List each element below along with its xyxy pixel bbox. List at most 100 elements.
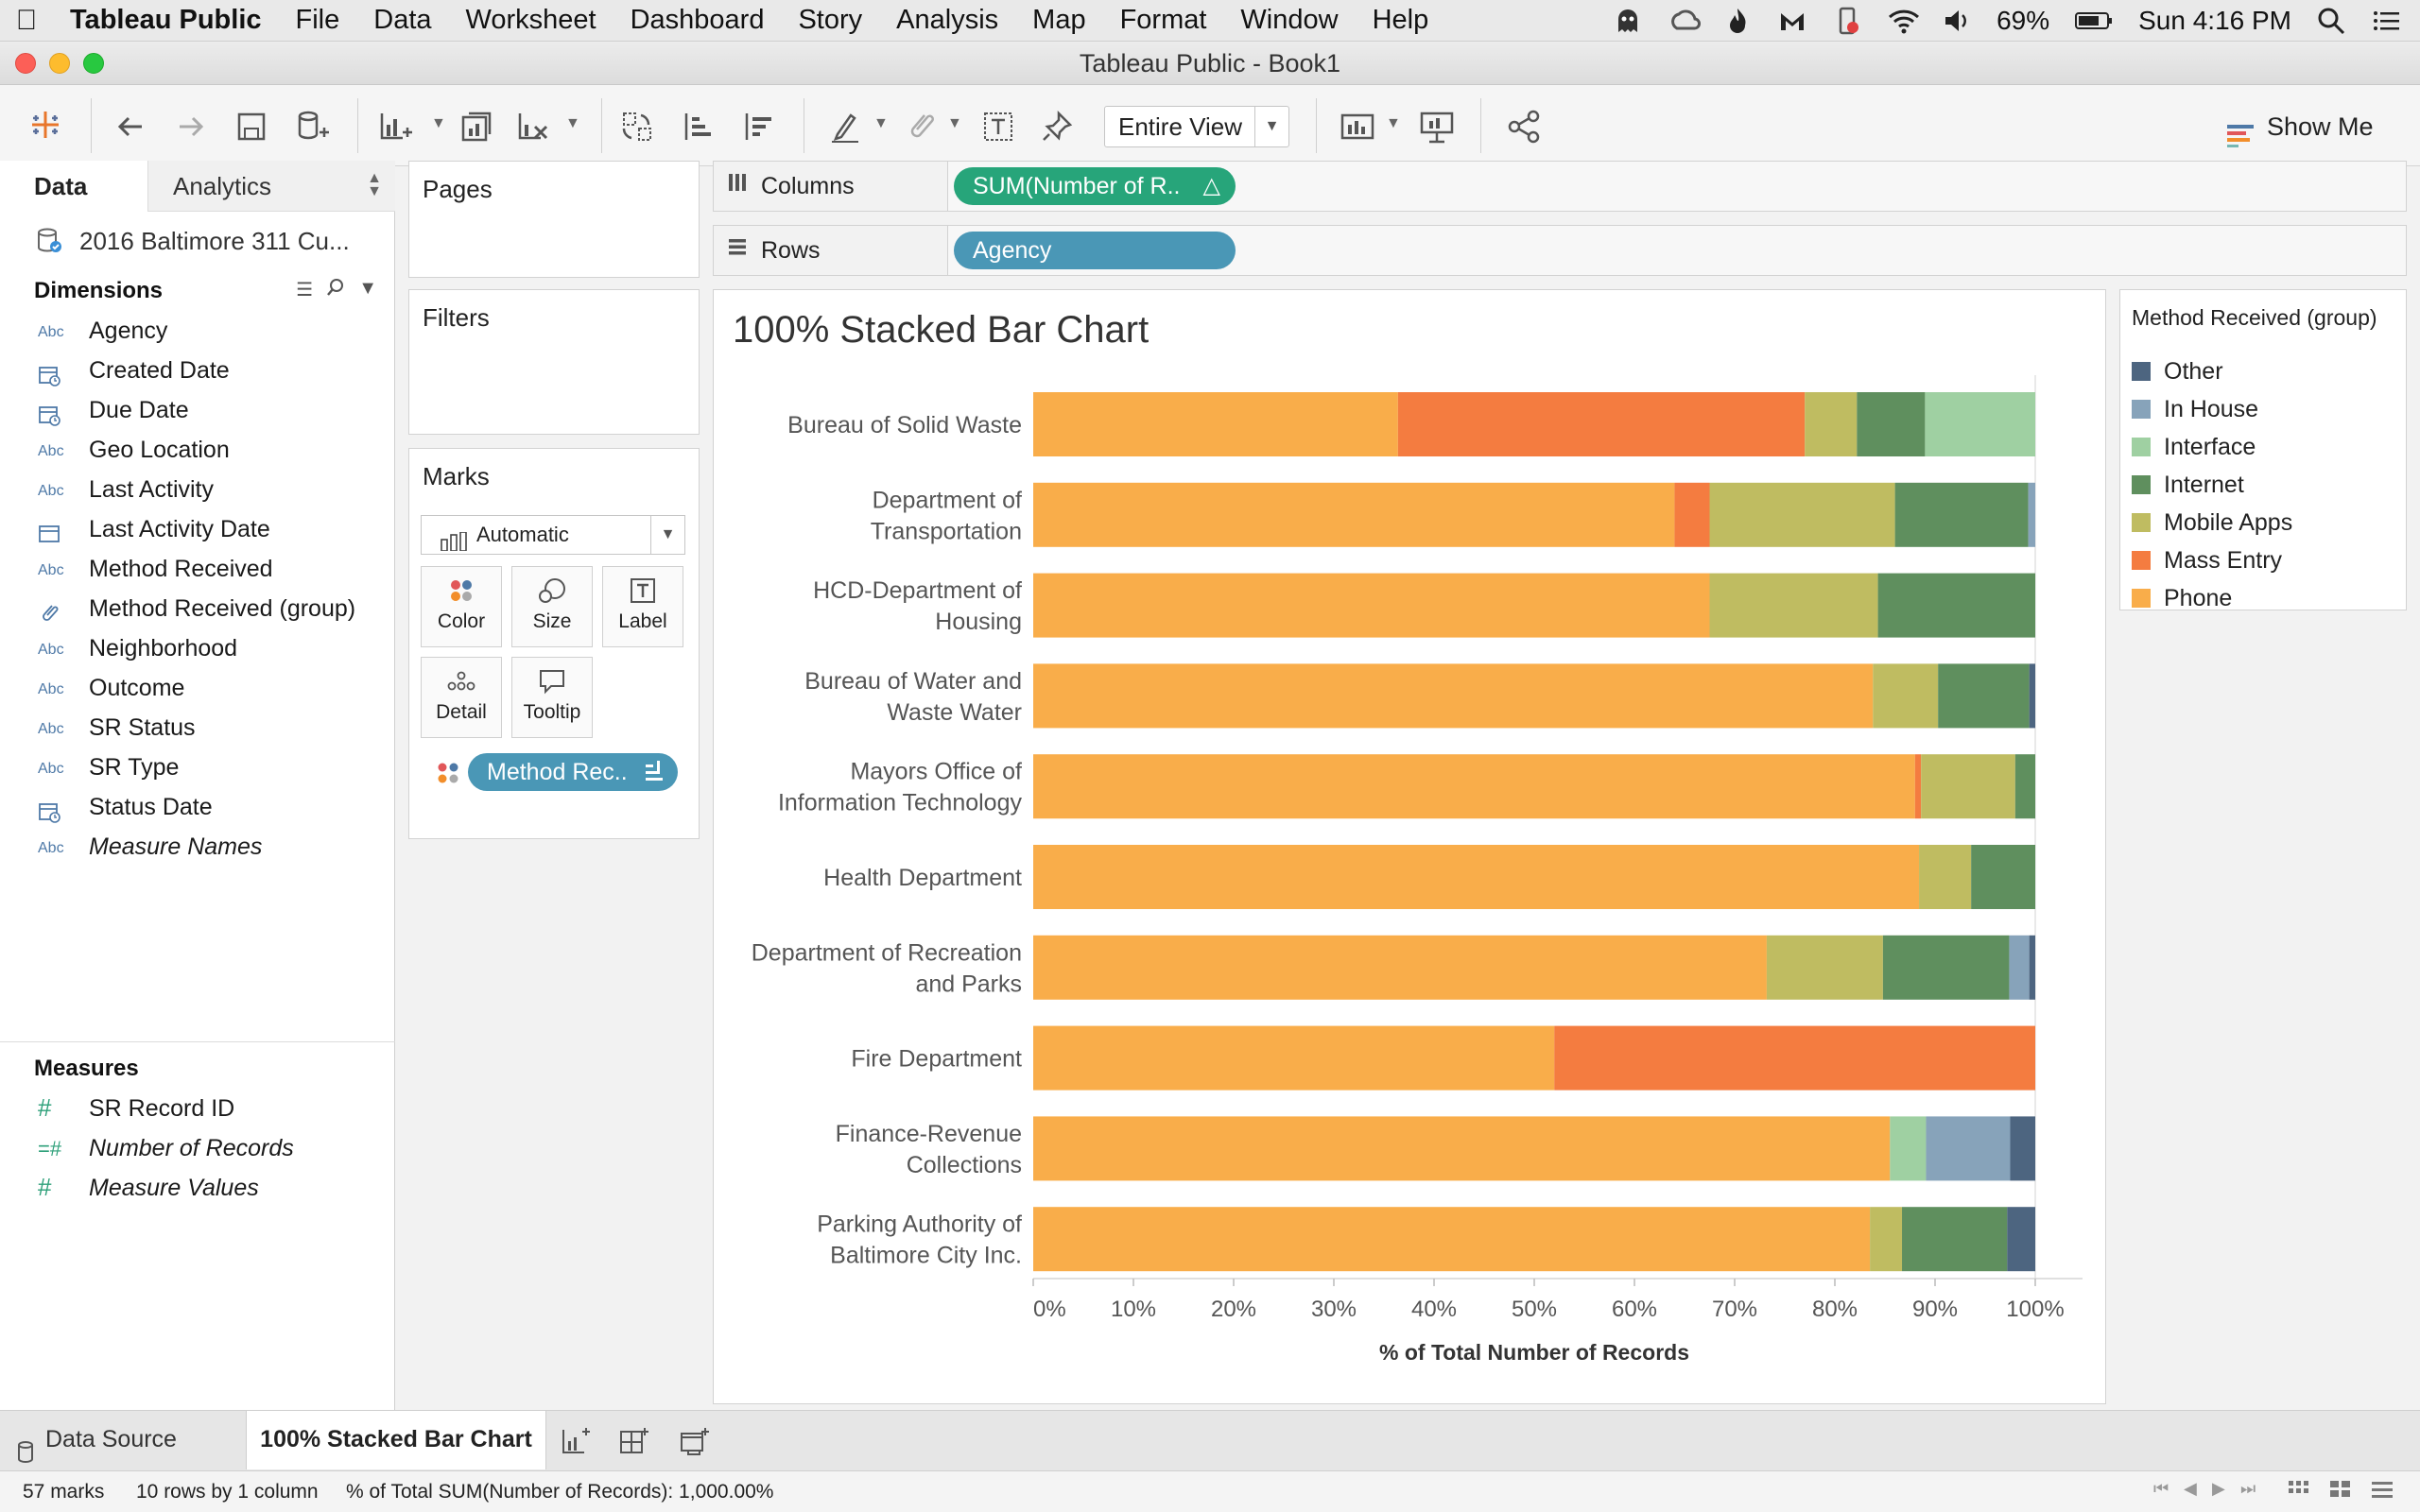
tab-analytics[interactable]: Analytics ▲ ▼ [147,161,395,212]
menu-data[interactable]: Data [373,5,432,35]
previous-sheet-icon[interactable]: ◀ [2184,1479,2197,1498]
method-received-color-pill[interactable]: Method Rec.. [468,753,678,791]
fit-mode-dropdown[interactable]: Entire View ▼ [1104,106,1289,147]
malwarebytes-icon[interactable] [1777,6,1807,36]
dimension-agency[interactable]: Abc Agency [0,312,394,352]
chart-view[interactable]: Bureau of Solid Waste Department of Transp… [713,289,2106,1404]
menu-file[interactable]: File [295,5,340,35]
tableau-logo-icon[interactable] [25,106,66,147]
show-cards-caret-icon[interactable]: ▼ [1386,115,1401,131]
columns-shelf[interactable]: Columns SUM(Number of R.. △ [713,161,2407,212]
next-sheet-icon[interactable]: ▶ [2212,1479,2225,1498]
new-worksheet-tab-icon[interactable] [560,1426,592,1456]
chevron-down-icon[interactable]: ▼ [358,278,377,299]
dimension-sr-type[interactable]: Abc SR Type [0,748,394,788]
legend-item-phone[interactable]: Phone [2132,579,2232,617]
wifi-icon[interactable] [1887,6,1920,36]
tabs-view-icon[interactable] [2371,1479,2394,1504]
filters-shelf[interactable]: Filters [408,289,700,435]
show-me-button[interactable]: Show Me [2227,104,2374,149]
menu-app-name[interactable]: Tableau Public [70,5,262,35]
last-sheet-icon[interactable]: ⏭ [2240,1479,2256,1498]
menu-window[interactable]: Window [1240,5,1339,35]
dimension-last-activity[interactable]: Abc Last Activity [0,471,394,510]
rows-shelf[interactable]: Rows Agency [713,225,2407,276]
close-window-button[interactable] [15,53,36,74]
size-button[interactable]: Size [511,566,593,647]
apple-icon[interactable]:  [0,5,53,37]
measure-measure-values[interactable]: # Measure Values [0,1169,395,1209]
tab-data-source[interactable]: Data Source [0,1411,244,1468]
dimension-measure-names[interactable]: Abc Measure Names [0,828,394,868]
sort-ascending-icon[interactable] [677,106,718,147]
dimension-outcome[interactable]: Abc Outcome [0,669,394,709]
device-alert-icon[interactable] [1832,6,1862,36]
agency-pill[interactable]: Agency [954,232,1236,269]
group-members-icon[interactable] [900,106,942,147]
tooltip-button[interactable]: Tooltip [511,657,593,738]
dimension-last-activity-date[interactable]: Last Activity Date [0,510,394,550]
swap-rows-columns-icon[interactable] [616,106,658,147]
menu-worksheet[interactable]: Worksheet [465,5,596,35]
legend-item-internet[interactable]: Internet [2132,466,2244,504]
show-mark-labels-icon[interactable] [977,106,1019,147]
dimension-method-received[interactable]: Abc Method Received [0,550,394,590]
redo-icon[interactable] [170,106,212,147]
new-worksheet-icon[interactable] [374,106,416,147]
volume-icon[interactable] [1942,6,1972,36]
detail-button[interactable]: Detail [421,657,502,738]
color-button[interactable]: Color [421,566,502,647]
dimension-neighborhood[interactable]: Abc Neighborhood [0,629,394,669]
dimension-created-date[interactable]: Created Date [0,352,394,391]
battery-icon[interactable] [2074,6,2114,36]
legend-item-in-house[interactable]: In House [2132,390,2258,428]
minimize-window-button[interactable] [49,53,70,74]
sum-number-of-records-pill[interactable]: SUM(Number of R.. △ [954,167,1236,205]
menu-analysis[interactable]: Analysis [896,5,999,35]
menu-format[interactable]: Format [1119,5,1207,35]
save-icon[interactable] [231,106,272,147]
presentation-mode-icon[interactable] [1416,106,1458,147]
creative-cloud-icon[interactable] [1668,6,1702,36]
filmstrip-view-icon[interactable] [2329,1479,2352,1504]
measure-sr-record-id[interactable]: # SR Record ID [0,1090,395,1129]
dimension-due-date[interactable]: Due Date [0,391,394,431]
measure-number-of-records[interactable]: =# Number of Records [0,1129,395,1169]
dimension-sr-status[interactable]: Abc SR Status [0,709,394,748]
legend-item-other[interactable]: Other [2132,352,2223,390]
show-cards-icon[interactable] [1337,106,1378,147]
datasource-item[interactable]: 2016 Baltimore 311 Cu... [0,212,394,268]
ghost-icon[interactable] [1613,6,1643,36]
zoom-window-button[interactable] [83,53,104,74]
fix-axes-pin-icon[interactable] [1036,106,1078,147]
highlight-caret-icon[interactable]: ▼ [873,115,889,131]
mark-type-dropdown[interactable]: Automatic ▼ [421,515,685,555]
undo-icon[interactable] [110,106,151,147]
legend-item-interface[interactable]: Interface [2132,428,2256,466]
highlight-icon[interactable] [824,106,866,147]
sort-descending-icon[interactable] [737,106,779,147]
menu-dashboard[interactable]: Dashboard [630,5,765,35]
clock[interactable]: Sun 4:16 PM [2138,6,2291,35]
notification-center-icon[interactable] [2371,6,2401,36]
new-dashboard-tab-icon[interactable] [618,1426,650,1456]
legend-item-mobile-apps[interactable]: Mobile Apps [2132,504,2292,541]
first-sheet-icon[interactable]: ⏮ [2153,1479,2169,1498]
menu-map[interactable]: Map [1032,5,1086,35]
clear-sheet-icon[interactable] [512,106,554,147]
search-icon[interactable] [326,278,345,302]
share-icon[interactable] [1503,106,1545,147]
grid-view-icon[interactable] [2288,1479,2310,1504]
tab-data[interactable]: Data [0,161,147,212]
dimension-status-date[interactable]: Status Date [0,788,394,828]
new-worksheet-caret-icon[interactable]: ▼ [431,115,446,131]
duplicate-sheet-icon[interactable] [456,106,497,147]
view-list-icon[interactable]: ☰ [296,280,314,301]
flame-icon[interactable] [1722,6,1753,36]
dimension-method-received-group[interactable]: Method Received (group) [0,590,394,629]
clear-caret-icon[interactable]: ▼ [565,115,580,131]
pages-shelf[interactable]: Pages [408,161,700,278]
group-caret-icon[interactable]: ▼ [947,115,962,131]
menu-story[interactable]: Story [798,5,863,35]
spotlight-search-icon[interactable] [2316,6,2346,36]
